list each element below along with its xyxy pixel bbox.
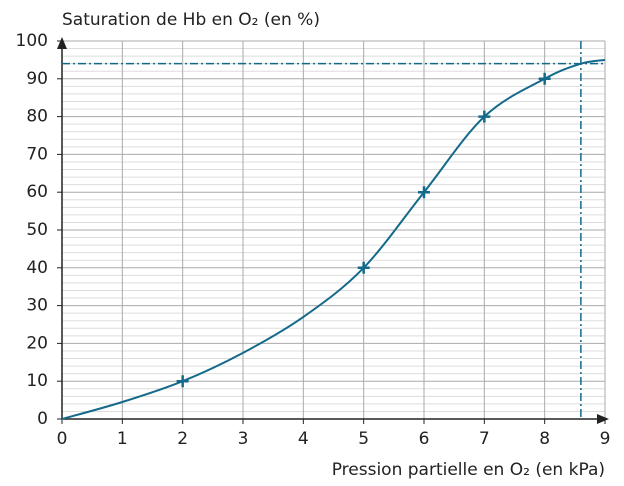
y-tick-label: 40 <box>26 258 48 278</box>
x-tick-label: 0 <box>57 429 68 449</box>
chart-title: Saturation de Hb en O₂ (en %) <box>62 10 320 30</box>
x-tick-label: 6 <box>419 429 430 449</box>
point-marker <box>538 72 551 85</box>
x-tick-label: 4 <box>298 429 309 449</box>
x-tick-label: 3 <box>238 429 249 449</box>
y-tick-label: 0 <box>37 409 48 429</box>
point-marker <box>478 110 491 123</box>
point-marker <box>176 375 189 388</box>
x-tick-label: 2 <box>177 429 188 449</box>
y-tick-label: 10 <box>26 371 48 391</box>
point-marker <box>418 186 430 199</box>
x-tick-label: 7 <box>479 429 490 449</box>
y-tick-label: 80 <box>26 107 48 127</box>
x-tick-label: 5 <box>358 429 369 449</box>
x-axis-label: Pression partielle en O₂ (en kPa) <box>332 460 605 480</box>
y-tick-label: 20 <box>26 333 48 353</box>
y-axis-arrow <box>57 37 67 49</box>
y-tick-label: 90 <box>26 69 48 89</box>
x-tick-label: 8 <box>539 429 550 449</box>
point-marker <box>357 261 370 274</box>
curve <box>61 58 606 420</box>
y-tick-label: 50 <box>26 220 48 240</box>
x-tick-label: 1 <box>117 429 128 449</box>
y-tick-label: 70 <box>26 144 48 164</box>
y-tick-label: 60 <box>26 182 48 202</box>
x-axis-arrow <box>597 414 609 424</box>
y-tick-label: 100 <box>16 31 48 51</box>
x-tick-label: 9 <box>600 429 611 449</box>
y-tick-label: 30 <box>26 296 48 316</box>
